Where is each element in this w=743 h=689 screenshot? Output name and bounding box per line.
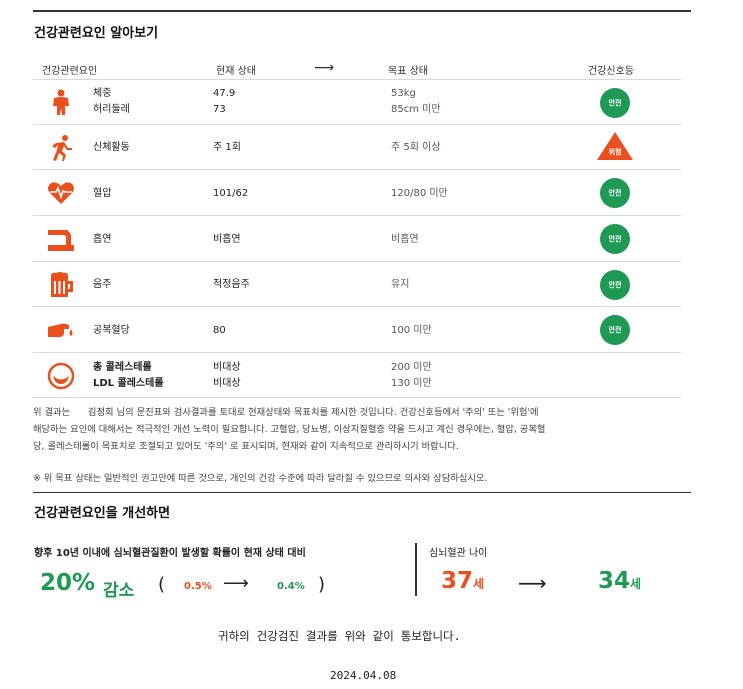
heart-icon [48, 182, 74, 204]
body-icon [53, 89, 69, 115]
age-target-unit: 세 [630, 577, 642, 591]
status-badge-safe: 안전 [600, 270, 630, 300]
current-glucose: 80 [213, 325, 226, 336]
current-waist: 73 [213, 104, 226, 115]
section-title-factors: 건강관련요인 알아보기 [34, 26, 159, 41]
status-badge-safe: 안전 [600, 224, 630, 254]
disclaimer-note: ※ 위 목표 상태는 일반적인 권고안에 따른 것으로, 개인의 건강 수준에 … [33, 473, 488, 484]
patient-name: 김정희 [87, 407, 114, 418]
explanation-line-2: 해당하는 요인에 대해서는 적극적인 개선 노력이 필요합니다. 고혈압, 당뇨… [33, 424, 546, 435]
factor-name-weight: 체중 [93, 88, 112, 99]
section2-rule [33, 492, 691, 493]
header-factor: 건강관련요인 [42, 66, 98, 77]
table-row: 체중 허리둘레 47.9 73 53kg 85cm 미만 안전 [33, 80, 681, 125]
risk-target: 0.4% [277, 581, 305, 592]
table-row: 음주 적정음주 유지 안전 [33, 263, 681, 307]
running-icon [52, 135, 72, 161]
factor-name-drinking: 음주 [93, 279, 112, 290]
factor-name-glucose: 공복혈당 [93, 325, 130, 336]
current-activity: 주 1회 [213, 142, 241, 153]
close-paren: ) [318, 574, 326, 595]
goal-bp: 120/80 미만 [391, 188, 448, 199]
current-drinking: 적정음주 [213, 279, 250, 290]
goal-drinking: 유지 [391, 279, 410, 290]
status-badge-risk-label: 위험 [608, 148, 622, 156]
header-current: 현재 상태 [216, 66, 256, 77]
goal-weight: 53kg [391, 88, 416, 99]
risk-current: 0.5% [184, 581, 212, 592]
status-badge-safe: 안전 [600, 178, 630, 208]
factor-name-smoking: 흡연 [93, 234, 112, 245]
risk-label: 향후 10년 이내에 심뇌혈관질환이 발생할 확률이 현재 상태 대비 [34, 548, 306, 559]
reduction-value: 20% [40, 570, 96, 596]
section-title-improve: 건강관련요인을 개선하면 [34, 506, 171, 521]
table-row: 총 콜레스테롤 LDL 콜레스테롤 비대상 비대상 200 미만 130 미만 [33, 354, 681, 398]
factor-name-ldl: LDL 콜레스테롤 [93, 378, 164, 389]
current-bp: 101/62 [213, 188, 249, 199]
cholesterol-icon [47, 362, 75, 390]
open-paren: ( [158, 574, 166, 595]
status-badge-safe: 안전 [600, 88, 630, 118]
current-smoking: 비흡연 [213, 234, 241, 245]
age-arrow: ⟶ [518, 571, 547, 595]
explanation-prefix: 위 결과는 [33, 407, 71, 418]
age-target: 34세 [598, 568, 641, 594]
age-label: 심뇌혈관 나이 [429, 548, 488, 559]
header-divider [33, 79, 681, 80]
report-date: 2024.04.08 [330, 669, 397, 682]
table-row: 흡연 비흡연 비흡연 안전 [33, 217, 681, 262]
goal-smoking: 비흡연 [391, 234, 419, 245]
factor-name-total-chol: 총 콜레스테롤 [93, 362, 152, 373]
explanation-text: 위 결과는 김정희 님의 문진표와 검사결과를 토대로 현재상태와 목표치를 제… [33, 404, 693, 455]
explanation-line1-rest: 님의 문진표와 검사결과를 토대로 현재상태와 목표치를 제시한 것입니다. 건… [116, 407, 539, 418]
age-current-value: 37 [441, 568, 474, 594]
table-row: 신체활동 주 1회 주 5회 이상 위험 [33, 126, 681, 170]
current-total-chol: 비대상 [213, 362, 241, 373]
age-current-unit: 세 [473, 577, 485, 591]
age-current: 37세 [441, 568, 484, 594]
factor-name-activity: 신체활동 [93, 142, 130, 153]
goal-waist: 85cm 미만 [391, 104, 441, 115]
reduction-word: 감소 [103, 581, 135, 601]
goal-ldl: 130 미만 [391, 378, 432, 389]
result-notice: 귀하의 건강검진 결과를 위와 같이 통보합니다. [218, 629, 461, 643]
status-badge-risk: 위험 [596, 131, 634, 161]
table-row: 공복혈당 80 100 미만 안전 [33, 308, 681, 353]
risk-arrow: ⟶ [223, 573, 249, 594]
status-badge-safe: 안전 [600, 315, 630, 345]
finger-blood-icon [48, 323, 73, 338]
table-row: 혈압 101/62 120/80 미만 안전 [33, 171, 681, 216]
goal-activity: 주 5회 이상 [391, 142, 441, 153]
top-rule [33, 10, 691, 12]
goal-glucose: 100 미만 [391, 325, 432, 336]
header-signal: 건강신호등 [588, 66, 634, 77]
current-ldl: 비대상 [213, 378, 241, 389]
vertical-divider [415, 543, 417, 596]
beer-icon [51, 272, 73, 297]
goal-total-chol: 200 미만 [391, 362, 432, 373]
explanation-line-3: 당, 콜레스테롤이 목표치로 조절되고 있어도 '주의' 로 표시되며, 현재와… [33, 441, 459, 452]
factor-name-waist: 허리둘레 [93, 104, 130, 115]
header-arrow: ⟶ [314, 60, 335, 76]
age-target-value: 34 [598, 568, 631, 594]
smoking-icon [48, 230, 74, 251]
current-weight: 47.9 [213, 88, 236, 99]
header-goal: 목표 상태 [388, 66, 428, 77]
factor-name-bp: 혈압 [93, 188, 112, 199]
explanation-line-1: 위 결과는 김정희 님의 문진표와 검사결과를 토대로 현재상태와 목표치를 제… [33, 404, 693, 421]
